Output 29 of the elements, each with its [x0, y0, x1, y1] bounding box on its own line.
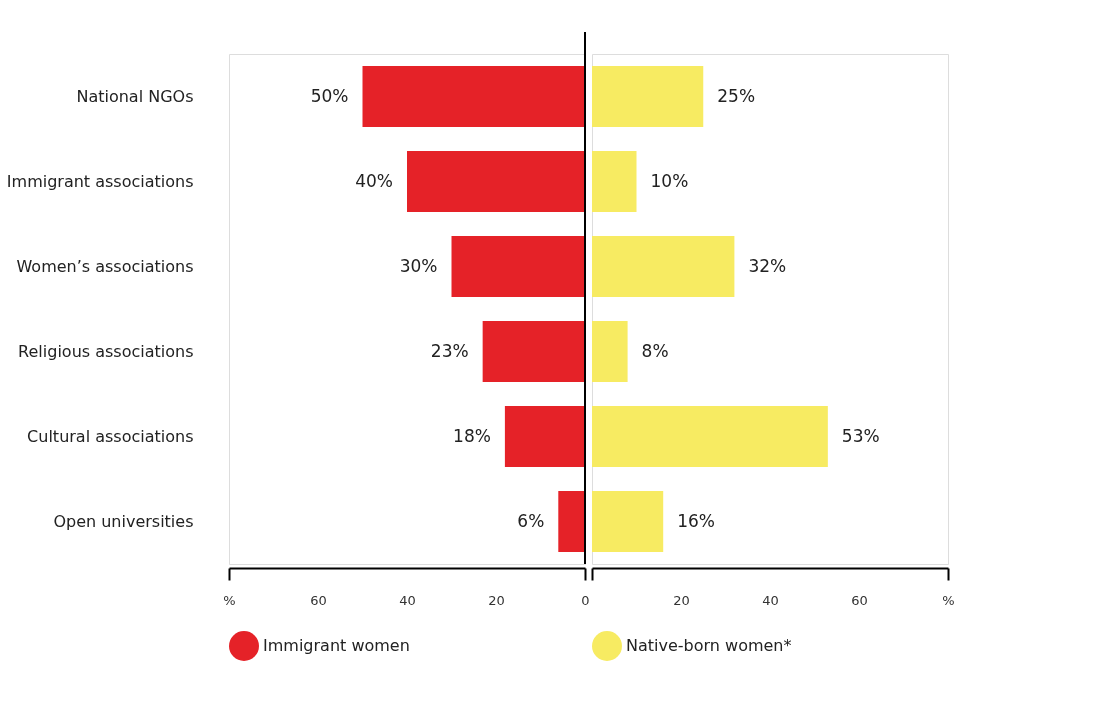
- data-label: 10%: [650, 170, 689, 191]
- data-label: 16%: [677, 510, 715, 531]
- x-tick-label: 40: [399, 592, 416, 608]
- data-label: 6%: [517, 510, 545, 531]
- x-tick-label: 20: [488, 592, 505, 608]
- data-label: 32%: [748, 255, 787, 276]
- data-label: 25%: [717, 85, 756, 106]
- y-tick-label: Cultural associations: [27, 426, 194, 446]
- x-tick-label: 60: [310, 592, 327, 608]
- x-tick-label: %: [223, 592, 236, 608]
- data-label: 30%: [399, 255, 438, 276]
- x-tick-label: 60: [851, 592, 868, 608]
- x-tick-label: 40: [762, 592, 779, 608]
- y-tick-label: Open universities: [53, 511, 194, 531]
- legend-label: Immigrant women: [263, 636, 410, 655]
- x-tick-label: 0: [581, 592, 590, 608]
- data-label: 50%: [310, 85, 349, 106]
- data-label: 18%: [453, 425, 491, 446]
- y-tick-label: National NGOs: [76, 86, 194, 106]
- data-label: 8%: [641, 340, 669, 361]
- y-tick-label: Immigrant associations: [6, 171, 194, 191]
- y-tick-label: Religious associations: [18, 341, 194, 361]
- y-tick-label: Women’s associations: [16, 256, 194, 276]
- data-label: 23%: [430, 340, 469, 361]
- data-label: 40%: [355, 170, 393, 191]
- x-tick-label: 20: [673, 592, 690, 608]
- legend-label: Native-born women*: [626, 636, 792, 655]
- x-tick-label: %: [942, 592, 955, 608]
- data-label: 53%: [841, 425, 880, 446]
